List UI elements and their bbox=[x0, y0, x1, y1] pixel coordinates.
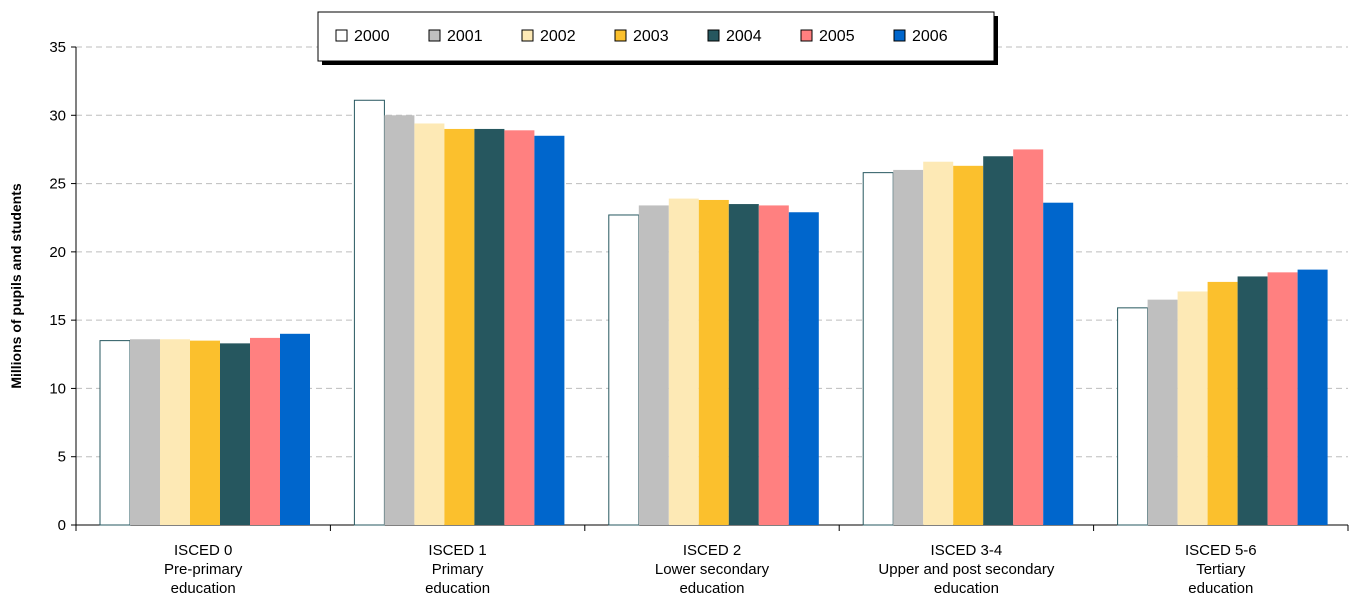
bar-2003-cat3 bbox=[953, 165, 984, 525]
bar-2006-cat2 bbox=[788, 212, 819, 525]
bar-2006-cat1 bbox=[534, 135, 565, 525]
x-category-label: education bbox=[934, 580, 999, 597]
bar-2006-cat0 bbox=[280, 333, 310, 525]
bar-2004-cat2 bbox=[728, 204, 759, 526]
y-axis-label: Millions of pupils and students bbox=[8, 183, 24, 389]
bar-2002-cat1 bbox=[414, 123, 445, 525]
x-category-label: Lower secondary bbox=[655, 561, 770, 578]
x-category-label: ISCED 5-6 bbox=[1185, 542, 1257, 559]
bar-2003-cat1 bbox=[444, 128, 475, 525]
bar-2005-cat0 bbox=[250, 337, 280, 525]
bar-2004-cat0 bbox=[220, 343, 250, 525]
bar-2001-cat0 bbox=[130, 339, 160, 525]
bar-2003-cat0 bbox=[190, 340, 220, 525]
bar-2003-cat4 bbox=[1207, 281, 1238, 525]
bar-2002-cat2 bbox=[668, 198, 699, 525]
y-tick-label: 0 bbox=[58, 517, 66, 534]
legend-label-2000: 2000 bbox=[354, 28, 390, 45]
bar-2006-cat3 bbox=[1043, 202, 1074, 526]
bar-2005-cat1 bbox=[504, 130, 535, 525]
y-tick-label: 25 bbox=[49, 176, 66, 193]
bar-2004-cat1 bbox=[474, 128, 505, 525]
legend-swatch-2005 bbox=[800, 29, 813, 42]
y-tick-label: 30 bbox=[49, 107, 66, 124]
x-category-label: ISCED 2 bbox=[683, 542, 741, 559]
bar-2000-cat4 bbox=[1117, 307, 1149, 526]
legend-label-2001: 2001 bbox=[447, 28, 483, 45]
legend-swatch-2004 bbox=[707, 29, 720, 42]
bar-2000-cat0 bbox=[99, 340, 131, 526]
bar-2005-cat4 bbox=[1267, 272, 1298, 525]
bar-2001-cat4 bbox=[1147, 299, 1178, 525]
x-category-label: education bbox=[1188, 580, 1253, 597]
bar-2000-cat2 bbox=[608, 214, 640, 526]
bar-2001-cat1 bbox=[384, 115, 415, 526]
bar-2002-cat0 bbox=[160, 339, 190, 525]
x-category-label: education bbox=[171, 580, 236, 597]
bar-2003-cat2 bbox=[698, 199, 729, 525]
bar-2004-cat3 bbox=[983, 156, 1014, 525]
bar-2006-cat4 bbox=[1297, 269, 1328, 525]
x-category-label: Upper and post secondary bbox=[878, 561, 1054, 578]
y-tick-label: 5 bbox=[58, 449, 66, 466]
bar-2004-cat4 bbox=[1237, 276, 1268, 525]
y-tick-label: 10 bbox=[49, 380, 66, 397]
y-tick-label: 35 bbox=[49, 39, 66, 56]
x-category-label: ISCED 3-4 bbox=[931, 542, 1003, 559]
x-category-label: Tertiary bbox=[1196, 561, 1246, 578]
x-category-label: Pre-primary bbox=[164, 561, 243, 578]
legend-label-2003: 2003 bbox=[633, 28, 669, 45]
y-tick-label: 15 bbox=[49, 312, 66, 329]
y-tick-label: 20 bbox=[49, 244, 66, 261]
x-category-label: Primary bbox=[432, 561, 484, 578]
x-category-label: education bbox=[425, 580, 490, 597]
x-category-label: ISCED 1 bbox=[428, 542, 486, 559]
bar-2005-cat3 bbox=[1013, 149, 1044, 525]
legend-label-2005: 2005 bbox=[819, 28, 855, 45]
legend-swatch-2002 bbox=[521, 29, 534, 42]
x-category-label: ISCED 0 bbox=[174, 542, 232, 559]
legend-swatch-2003 bbox=[614, 29, 627, 42]
bar-2005-cat2 bbox=[758, 205, 789, 525]
bar-2002-cat4 bbox=[1177, 291, 1208, 525]
x-category-label: education bbox=[679, 580, 744, 597]
bar-2001-cat3 bbox=[893, 169, 924, 525]
legend-label-2006: 2006 bbox=[912, 28, 948, 45]
legend-label-2004: 2004 bbox=[726, 28, 762, 45]
bar-2001-cat2 bbox=[638, 205, 669, 525]
bar-2002-cat3 bbox=[923, 161, 954, 525]
legend-swatch-2000 bbox=[335, 29, 348, 42]
bar-2000-cat3 bbox=[862, 172, 894, 526]
bar-2000-cat1 bbox=[353, 99, 385, 526]
legend-label-2002: 2002 bbox=[540, 28, 576, 45]
legend-swatch-2001 bbox=[428, 29, 441, 42]
legend-swatch-2006 bbox=[893, 29, 906, 42]
